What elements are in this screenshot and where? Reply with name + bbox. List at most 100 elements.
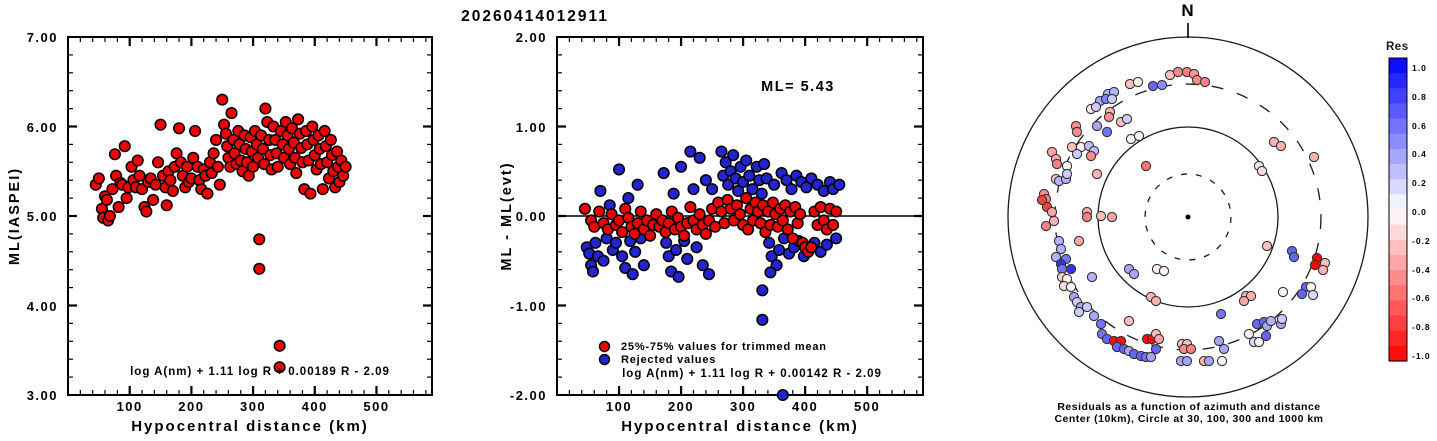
colorbar-tick-label: 0.6 [1412, 120, 1427, 131]
data-point [118, 140, 131, 153]
data-point [120, 192, 133, 205]
data-point [785, 183, 798, 196]
residual-point [1081, 301, 1093, 313]
residual-point [1088, 310, 1100, 322]
north-label: N [1181, 1, 1195, 20]
data-point [578, 202, 591, 215]
left-plot-y-tick-label: 4.00 [26, 298, 58, 314]
data-point [290, 166, 303, 180]
data-point [253, 262, 266, 275]
legend-label-rejected: Rejected values [621, 353, 717, 366]
residual-point [1238, 295, 1250, 307]
residual-point [1156, 79, 1168, 91]
residual-point [1095, 210, 1107, 222]
data-point [786, 232, 799, 245]
colorbar-segment [1389, 133, 1407, 150]
residual-point [1073, 235, 1085, 247]
middle-plot [556, 36, 924, 402]
colorbar-segment [1389, 209, 1407, 226]
residual-point [1275, 140, 1287, 152]
residual-point [1091, 120, 1103, 132]
residual-point [1203, 355, 1215, 367]
data-point [626, 268, 639, 281]
residual-point [1309, 259, 1321, 271]
data-point [756, 284, 769, 297]
left-plot-y-tick-label: 6.00 [26, 119, 58, 135]
data-point [594, 184, 607, 197]
residual-point [1133, 130, 1145, 142]
data-point [207, 147, 220, 160]
residual-point [1101, 126, 1113, 138]
data-point [586, 265, 600, 278]
data-point [687, 183, 700, 196]
data-point [152, 156, 165, 169]
data-point [609, 236, 622, 249]
residual-point [1317, 264, 1329, 276]
colorbar-segment [1389, 103, 1407, 120]
data-point [616, 226, 629, 239]
data-point [776, 388, 789, 402]
middle-plot-x-tick-label: 200 [667, 399, 695, 414]
residual-point [1071, 126, 1083, 138]
data-point [189, 124, 202, 138]
page-title: 20260414012911 [461, 8, 609, 25]
left-plot-frame [67, 36, 433, 396]
data-point [593, 205, 606, 218]
data-point [103, 209, 117, 223]
data-point [324, 133, 337, 146]
data-point [629, 245, 642, 258]
left-plot [67, 36, 433, 396]
residual-point [1132, 76, 1144, 88]
residual-point [1150, 295, 1162, 307]
middle-scale-formula: log A(nm) + 1.11 log R + 0.00142 R - 2.0… [622, 368, 882, 380]
residual-point [1172, 66, 1184, 78]
residual-point [1036, 194, 1048, 206]
middle-plot-x-tick-label: 100 [605, 399, 633, 414]
residual-point [1091, 168, 1103, 180]
data-point [715, 145, 728, 158]
data-point [681, 252, 694, 266]
colorbar-segment [1389, 164, 1407, 180]
data-point [173, 122, 186, 135]
middle-plot-y-tick-label: -2.00 [509, 388, 547, 403]
colorbar-frame [1388, 57, 1408, 362]
residual-point [1153, 333, 1165, 345]
data-point [675, 160, 688, 173]
legend-label-trimmed: 25%-75% values for trimmed mean [621, 340, 827, 353]
data-point [100, 193, 113, 206]
data-point [696, 259, 709, 272]
colorbar [1388, 57, 1408, 362]
data-point [210, 133, 223, 146]
colorbar-segment [1389, 179, 1407, 195]
data-point [732, 184, 745, 197]
polar-caption-line1: Residuals as a function of azimuth and d… [1057, 401, 1321, 413]
residual-point [1081, 211, 1093, 223]
data-point [147, 193, 160, 206]
data-point [112, 201, 125, 214]
legend-row-trimmed: 25%-75% values for trimmed mean [598, 340, 827, 353]
colorbar-tick-label: 0.8 [1412, 91, 1427, 102]
residual-point [1061, 168, 1073, 180]
residual-point [1055, 243, 1067, 255]
data-point [216, 93, 229, 106]
residual-point [1050, 251, 1062, 263]
residual-point [1048, 215, 1060, 227]
polar-plot [1007, 23, 1369, 398]
data-point [247, 160, 260, 173]
data-point [678, 229, 691, 242]
residual-point [1046, 206, 1058, 218]
colorbar-segment [1389, 330, 1407, 347]
colorbar-tick-label: 0.2 [1412, 178, 1427, 189]
residual-point [1288, 251, 1300, 263]
middle-plot-x-tick-label: 500 [854, 399, 881, 414]
trimmed-mean-marker-icon [598, 340, 611, 353]
residual-point [1265, 315, 1277, 327]
residual-point [1158, 265, 1170, 277]
data-point [225, 107, 238, 120]
data-point [740, 154, 753, 167]
left-scale-formula: log A(nm) + 1.11 log R + 0.00189 R - 2.0… [130, 366, 390, 378]
data-point [830, 232, 843, 245]
data-point [684, 201, 697, 214]
colorbar-segment [1389, 345, 1407, 362]
residual-point [1215, 308, 1227, 320]
